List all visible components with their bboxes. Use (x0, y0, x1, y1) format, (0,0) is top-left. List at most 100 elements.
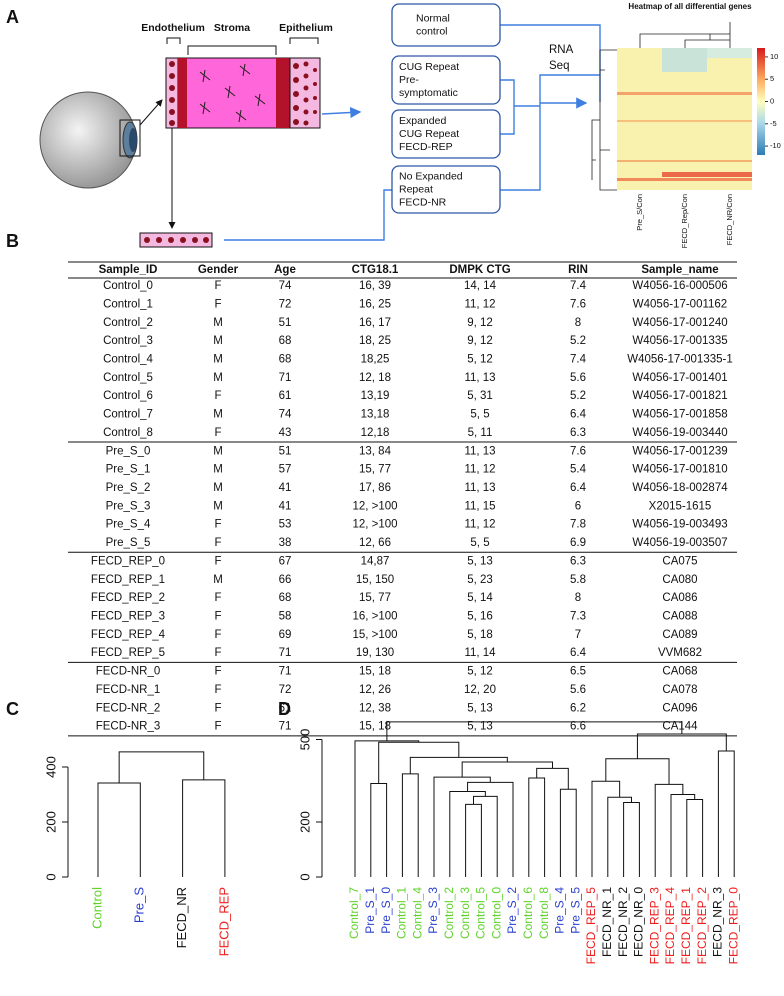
table-cell: 11, 13 (464, 372, 495, 384)
sample-table: Sample_ID Gender Age CTG18.1 DMPK CTG RIN Samp… (68, 261, 737, 737)
table-cell: 71 (279, 721, 292, 733)
table-cell: 6.3 (570, 555, 586, 567)
table-cell: W4056-19-003493 (632, 519, 727, 531)
panel-label: B (6, 231, 19, 251)
table-cell: M (213, 500, 223, 512)
table-cell: 11, 14 (464, 647, 496, 659)
table-header: DMPK CTG (449, 264, 510, 276)
table-header: CTG18.1 (352, 264, 399, 276)
leaf-label: Control_5 (474, 887, 488, 939)
table-cell: 43 (279, 427, 292, 439)
table-cell: FECD_REP_3 (91, 611, 165, 623)
table-cell: Control_2 (103, 317, 153, 329)
dendrograms: 0 200 400 Control Pre_S FECD_NR FECD_REP 0 200 50… (43, 721, 740, 965)
dendrogram-link (386, 721, 683, 741)
table-cell: Pre_S_5 (106, 537, 151, 549)
table-cell: F (214, 427, 221, 439)
table-cell: 11, 12 (464, 298, 495, 310)
dendrogram-link (607, 796, 632, 877)
table-cell: W4056-17-001239 (632, 445, 727, 457)
table-cell: 7.3 (570, 611, 586, 623)
leaf-label: FECD_REP_4 (663, 887, 677, 965)
table-cell: FECD_REP_4 (91, 629, 166, 641)
table-cell: M (213, 335, 223, 347)
group-label: CUG Repeat (399, 61, 459, 73)
dendrogram-link (370, 783, 388, 877)
table-cell: 72 (279, 298, 292, 310)
leaf-label: Control_2 (442, 887, 456, 939)
y-tick-label: 0 (297, 873, 312, 880)
table-cell: 8 (575, 317, 581, 329)
table-cell: 11, 12 (464, 519, 495, 531)
table-cell: 57 (279, 464, 292, 476)
table-cell: 9, 12 (467, 335, 493, 347)
dendrogram-link (605, 758, 670, 785)
table-cell: 6.9 (570, 537, 586, 549)
table-cell: Control_5 (103, 372, 153, 384)
colorbar-tick-label: -5 (770, 119, 777, 128)
dendrogram-link (591, 780, 621, 877)
table-header: Sample_name (641, 264, 718, 276)
cornea-diagram (139, 37, 321, 248)
table-cell: 12, >100 (352, 519, 397, 531)
table-cell: W4056-17-001162 (633, 298, 727, 310)
y-tick-label: 200 (43, 811, 58, 833)
table-cell: F (214, 666, 221, 678)
leaf-label: Control (89, 887, 104, 929)
leaf-label: Control_8 (537, 887, 551, 939)
leaf-label: FECD_REP (216, 887, 231, 956)
table-cell: F (214, 280, 221, 292)
dendrogram-link (717, 750, 735, 877)
table-cell: 38 (279, 537, 292, 549)
table-cell: W4056-17-001810 (632, 464, 727, 476)
table-cell: F (214, 537, 221, 549)
y-tick-label: 500 (297, 729, 312, 751)
table-cell: 6 (575, 500, 581, 512)
table-cell: 5.8 (570, 574, 586, 586)
table-cell: Control_0 (103, 280, 153, 292)
table-cell: 5, 23 (467, 574, 493, 586)
leaf-label: FECD_NR (174, 887, 189, 948)
table-cell: FECD-NR_0 (96, 666, 161, 678)
table-header: Gender (198, 264, 239, 276)
y-tick-label: 0 (43, 873, 58, 880)
table-cell: Control_7 (103, 409, 153, 421)
colorbar-tick-label: 10 (770, 52, 778, 61)
group-label: Pre- (399, 74, 419, 86)
table-cell: F (214, 702, 221, 714)
table-cell: Control_8 (103, 427, 153, 439)
table-cell: 12, 26 (359, 684, 391, 696)
table-cell: 12,18 (361, 427, 390, 439)
table-cell: CA088 (662, 611, 697, 623)
table-cell: W4056-19-003507 (632, 537, 727, 549)
table-cell: 12, 18 (359, 372, 391, 384)
table-cell: 69 (279, 629, 292, 641)
leaf-label: Pre_S (132, 887, 147, 923)
y-tick-label: 200 (297, 811, 312, 833)
table-cell: 68 (279, 335, 292, 347)
table-cell: 5, 13 (467, 555, 493, 567)
table-cell: 11, 13 (464, 482, 495, 494)
table-cell: F (214, 592, 221, 604)
table-cell: 71 (279, 372, 292, 384)
table-cell: 13, 84 (359, 445, 392, 457)
leaf-label: Control_0 (489, 887, 503, 939)
table-cell: 58 (279, 611, 292, 623)
table-cell: FECD_REP_2 (91, 592, 165, 604)
layer-label: Endothelium (141, 22, 205, 34)
panel-label: A (6, 7, 19, 27)
table-cell: 14,87 (361, 555, 390, 567)
table-cell: M (213, 409, 223, 421)
table-cell: 15, 77 (359, 592, 391, 604)
dendrogram-link (636, 733, 727, 759)
table-cell: 16, 39 (359, 280, 391, 292)
layer-label: Epithelium (279, 22, 333, 34)
table-cell: 12, >100 (352, 500, 397, 512)
leaf-label: FECD_REP_0 (726, 887, 740, 965)
group-label: Expanded (399, 115, 446, 127)
table-cell: F (214, 390, 221, 402)
method-label: RNA (549, 44, 574, 56)
table-cell: 15, 150 (356, 574, 394, 586)
